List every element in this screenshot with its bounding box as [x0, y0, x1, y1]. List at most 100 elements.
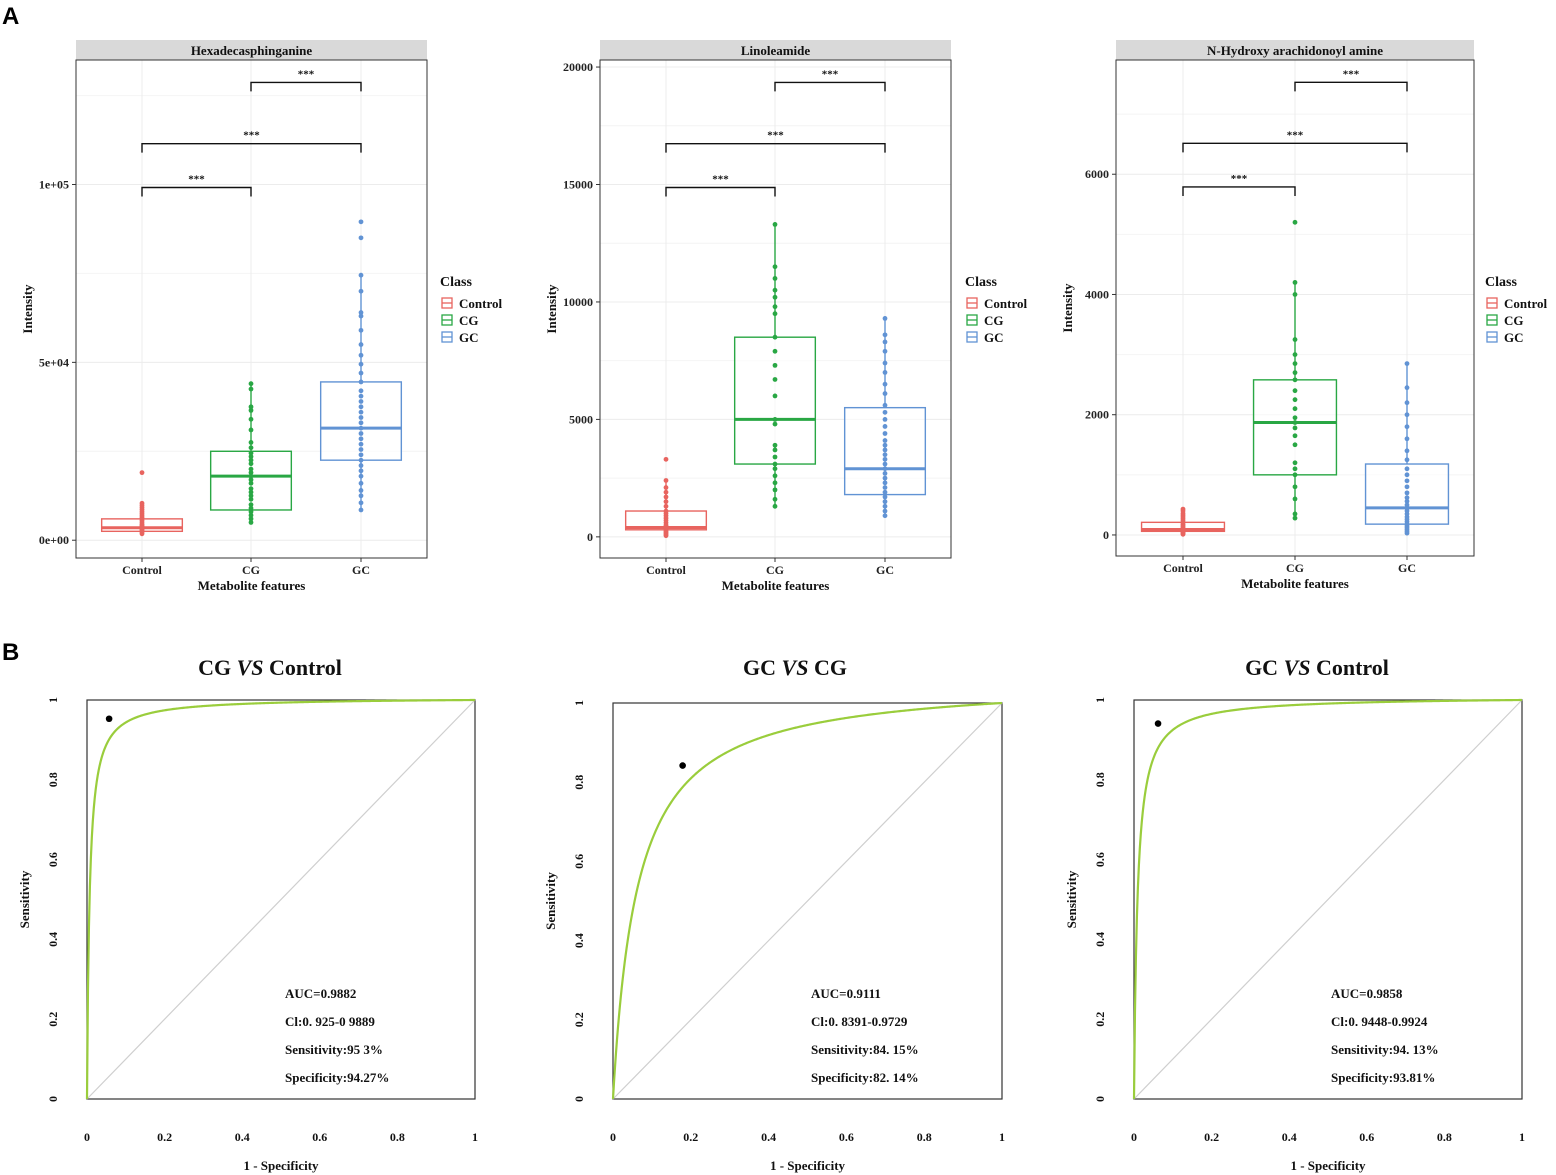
- roc-y-axis-label: Sensitivity: [17, 870, 32, 928]
- data-point: [358, 393, 364, 399]
- x-tick-label: Control: [646, 563, 686, 577]
- data-point: [882, 508, 888, 514]
- data-point: [248, 439, 254, 445]
- roc-stat-line: Specificity:82. 14%: [811, 1070, 919, 1085]
- y-tick-label: 0e+00: [39, 533, 69, 547]
- data-point: [358, 507, 364, 513]
- significance-bracket: [141, 186, 252, 197]
- data-point: [772, 377, 778, 382]
- roc-x-tick-label: 0.4: [761, 1130, 776, 1144]
- y-tick-label: 20000: [563, 60, 593, 74]
- significance-bracket: [1182, 142, 1408, 153]
- significance-bracket: [1294, 81, 1408, 92]
- data-point: [358, 457, 364, 463]
- box-control: [1140, 506, 1226, 537]
- data-point: [882, 431, 888, 436]
- data-point: [358, 388, 364, 394]
- legend-label: CG: [984, 313, 1004, 328]
- roc-y-tick-label: 0: [572, 1096, 586, 1102]
- roc-x-tick-label: 0.4: [235, 1130, 250, 1144]
- roc-x-tick-label: 1: [1519, 1130, 1525, 1144]
- legend-label: Control: [1504, 296, 1547, 311]
- roc-title-part: VS: [776, 655, 808, 680]
- data-point: [1292, 337, 1298, 342]
- roc-y-tick-label: 0.6: [46, 852, 60, 867]
- data-point: [358, 342, 364, 347]
- data-point: [358, 420, 364, 426]
- significance-bracket: [1182, 186, 1296, 196]
- data-point: [358, 488, 364, 493]
- box-cg: [209, 381, 293, 525]
- roc-x-axis-label: 1 - Specificity: [243, 1158, 319, 1173]
- data-point: [1404, 472, 1410, 478]
- y-tick-label: 5e+04: [39, 355, 69, 369]
- roc-curve: [1132, 698, 1523, 1100]
- legend-label: Control: [459, 296, 502, 311]
- data-point: [1292, 377, 1298, 383]
- roc-stat-line: Specificity:94.27%: [285, 1070, 389, 1085]
- facet-strip: [76, 40, 427, 60]
- significance-label: ***: [712, 173, 729, 185]
- data-point: [1292, 352, 1298, 357]
- significance-bracket: [250, 81, 362, 92]
- roc-stat-line: Sensitivity:94. 13%: [1331, 1042, 1439, 1057]
- data-point: [248, 457, 254, 463]
- data-point: [1292, 420, 1298, 425]
- x-tick-label: CG: [1286, 561, 1304, 575]
- data-point: [358, 473, 364, 479]
- data-point: [772, 393, 778, 399]
- data-point: [1404, 478, 1410, 484]
- data-point: [358, 219, 364, 225]
- data-point: [772, 487, 778, 493]
- data-point: [1404, 502, 1410, 508]
- data-point: [358, 288, 364, 294]
- data-point: [358, 370, 364, 376]
- data-point: [248, 404, 254, 410]
- data-point: [1404, 412, 1410, 418]
- data-point: [882, 485, 888, 490]
- box-gc: [1364, 361, 1450, 536]
- roc-x-tick-label: 0.2: [157, 1130, 172, 1144]
- roc-y-tick-label: 0.4: [1093, 932, 1107, 947]
- data-point: [358, 361, 364, 367]
- roc-title: CG VS Control: [198, 655, 342, 680]
- roc-x-tick-label: 0.4: [1282, 1130, 1297, 1144]
- data-point: [248, 489, 254, 495]
- data-point: [248, 381, 254, 387]
- roc-title-part: Control: [263, 655, 341, 680]
- data-point: [772, 222, 778, 227]
- data-point: [882, 452, 888, 458]
- legend-label: GC: [459, 330, 479, 345]
- significance-label: ***: [1231, 173, 1248, 185]
- roc-y-tick-label: 0.2: [46, 1012, 60, 1027]
- roc-x-tick-label: 0.2: [1204, 1130, 1219, 1144]
- legend-label: CG: [459, 313, 479, 328]
- data-point: [772, 348, 778, 354]
- roc-stat-line: Cl:0. 8391-0.9729: [811, 1014, 908, 1029]
- roc-panels: CG VS Control 0 0 0.2 0.2 0.4 0.4 0.6 0.6 0.8 0.8 1…: [17, 655, 1525, 1173]
- y-tick-label: 0: [587, 530, 593, 544]
- data-point: [1292, 415, 1298, 421]
- roc-y-tick-label: 0.4: [46, 932, 60, 947]
- roc-title-part: GC: [1245, 655, 1278, 680]
- data-point: [1404, 385, 1410, 391]
- data-point: [772, 334, 778, 340]
- data-point: [358, 235, 364, 241]
- data-point: [882, 424, 888, 429]
- roc-x-tick-label: 0: [610, 1130, 616, 1144]
- x-tick-label: CG: [766, 563, 784, 577]
- boxplot-panels: Hexadecasphinganine 0e+00 5e+04 1e+05 Contro…: [20, 40, 1547, 593]
- data-point: [882, 499, 888, 505]
- roc-border: [612, 702, 1003, 1100]
- data-point: [1292, 484, 1298, 490]
- data-point: [882, 339, 888, 345]
- roc-stat-line: AUC=0.9882: [285, 986, 356, 1001]
- x-tick-label: Control: [1163, 561, 1203, 575]
- data-point: [663, 499, 669, 505]
- facet-strip: [1116, 40, 1474, 60]
- data-point: [882, 461, 888, 467]
- boxplot-3: N-Hydroxy arachidonoyl amine 0 2000 4000 600…: [1060, 40, 1547, 591]
- roc-x-tick-label: 0.8: [917, 1130, 932, 1144]
- data-point: [1404, 400, 1410, 406]
- legend-title: Class: [440, 275, 472, 290]
